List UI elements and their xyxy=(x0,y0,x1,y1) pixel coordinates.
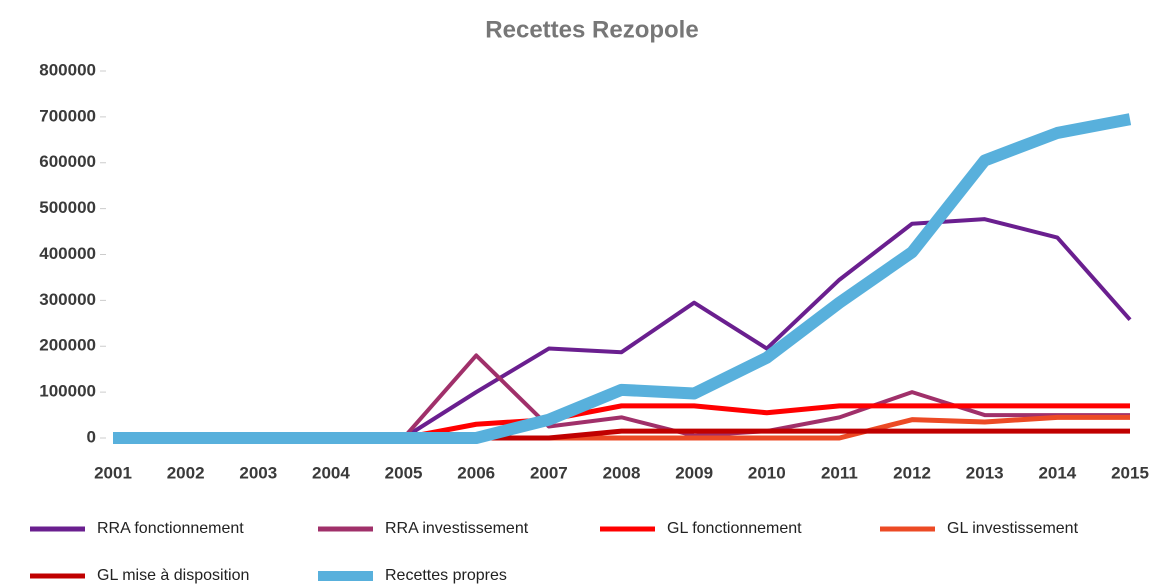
legend-label: GL mise à disposition xyxy=(97,567,249,584)
y-tick-label: 100000 xyxy=(39,382,96,401)
legend-label: Recettes propres xyxy=(385,567,507,584)
x-tick-label: 2011 xyxy=(821,463,858,482)
y-tick-label: 800000 xyxy=(39,60,96,79)
x-tick-label: 2010 xyxy=(748,463,786,482)
x-tick-label: 2001 xyxy=(94,463,132,482)
chart-title: Recettes Rezopole xyxy=(485,16,698,43)
y-tick-label: 600000 xyxy=(39,152,96,171)
legend-label: GL investissement xyxy=(947,520,1079,537)
x-tick-label: 2006 xyxy=(457,463,495,482)
x-tick-label: 2009 xyxy=(675,463,713,482)
series-line xyxy=(113,353,1130,440)
y-tick-label: 300000 xyxy=(39,290,96,309)
y-tick-label: 500000 xyxy=(39,198,96,217)
x-tick-label: 2004 xyxy=(312,463,350,482)
legend-label: GL fonctionnement xyxy=(667,520,802,537)
legend-label: RRA investissement xyxy=(385,520,529,537)
x-tick-label: 2013 xyxy=(966,463,1004,482)
y-tick-label: 0 xyxy=(87,427,96,446)
x-tick-label: 2003 xyxy=(239,463,277,482)
y-tick-label: 400000 xyxy=(39,244,96,263)
legend-label: RRA fonctionnement xyxy=(97,520,244,537)
x-tick-label: 2012 xyxy=(893,463,931,482)
x-tick-label: 2014 xyxy=(1038,463,1076,482)
x-tick-label: 2005 xyxy=(385,463,423,482)
x-tick-label: 2002 xyxy=(167,463,205,482)
y-tick-label: 700000 xyxy=(39,106,96,125)
series-line xyxy=(113,113,1132,444)
y-tick-label: 200000 xyxy=(39,336,96,355)
x-tick-label: 2015 xyxy=(1111,463,1149,482)
x-tick-label: 2008 xyxy=(603,463,641,482)
x-tick-label: 2007 xyxy=(530,463,568,482)
